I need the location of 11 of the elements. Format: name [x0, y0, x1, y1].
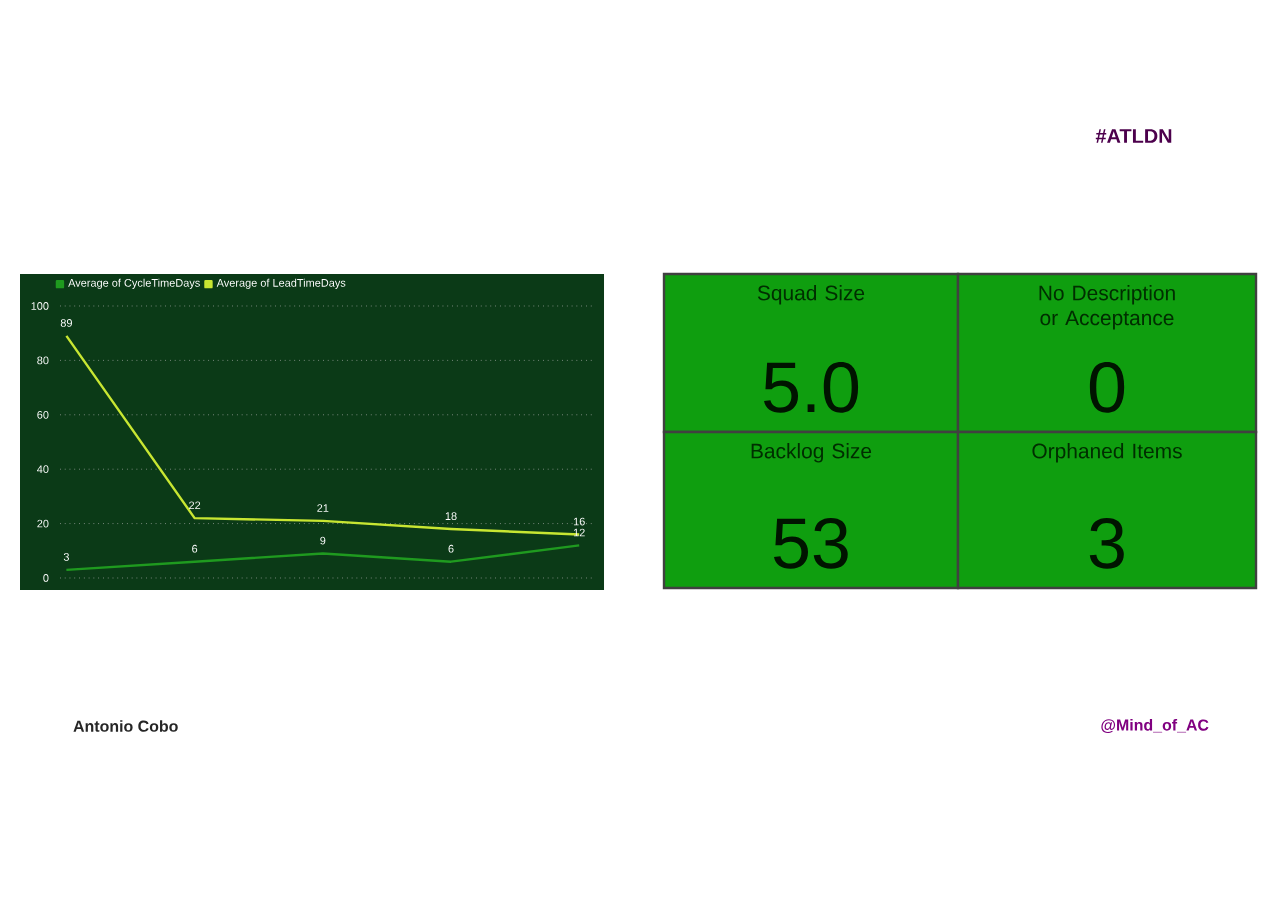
category-label: Backlog Size	[751, 443, 872, 463]
line-series	[65, 544, 581, 572]
category-label: Squad Size	[757, 285, 865, 305]
category-label: No Description or Acceptance	[1039, 285, 1175, 330]
text: 0	[1089, 361, 1125, 413]
line-series	[65, 334, 581, 536]
category-label: Orphaned Items	[1032, 443, 1182, 463]
text: 53	[773, 517, 848, 569]
text: 3	[1089, 517, 1124, 569]
text: 5.0	[764, 361, 859, 413]
text: #ATLDN	[1095, 129, 1172, 143]
